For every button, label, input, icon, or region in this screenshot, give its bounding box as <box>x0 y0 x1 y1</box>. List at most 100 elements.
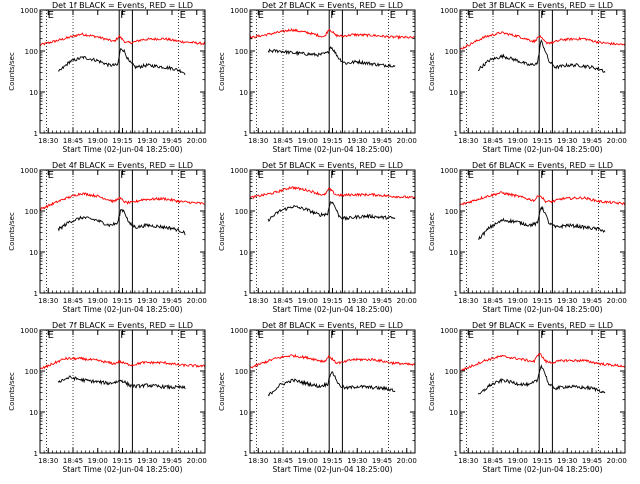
y-tick-label: 10 <box>449 89 458 97</box>
x-tick-label: 19:15 <box>532 137 552 145</box>
x-tick-label: 20:00 <box>607 297 627 305</box>
marker-label: E <box>180 330 186 341</box>
x-axis-label: Start Time (02-Jun-04 18:25:00) <box>63 305 183 314</box>
series-lld <box>459 31 626 50</box>
x-tick-label: 20:00 <box>397 137 417 145</box>
y-axis-label: Counts/sec <box>8 212 16 251</box>
y-axis-label: Counts/sec <box>218 212 226 251</box>
panel-title: Det 1f BLACK = Events, RED = LLD <box>52 1 193 10</box>
x-tick-label: 19:00 <box>88 457 108 465</box>
x-tick-label: 19:30 <box>347 457 367 465</box>
x-tick-label: 19:45 <box>372 457 392 465</box>
x-axis-label: Start Time (02-Jun-04 18:25:00) <box>63 145 183 154</box>
y-tick-label: 1 <box>34 290 38 298</box>
x-tick-label: 18:30 <box>458 297 478 305</box>
y-tick-label: 1000 <box>230 167 248 175</box>
marker-label: E <box>48 170 54 181</box>
x-tick-label: 19:00 <box>508 297 528 305</box>
y-tick-label: 1000 <box>230 7 248 15</box>
x-tick-label: 20:00 <box>607 457 627 465</box>
x-tick-label: 19:15 <box>322 297 342 305</box>
x-axis-label: Start Time (02-Jun-04 18:25:00) <box>273 145 393 154</box>
y-tick-label: 100 <box>25 368 38 376</box>
x-tick-label: 18:30 <box>248 137 268 145</box>
panel-title: Det 8f BLACK = Events, RED = LLD <box>262 321 403 330</box>
x-tick-label: 18:30 <box>38 297 58 305</box>
y-tick-label: 1 <box>454 130 458 138</box>
y-tick-label: 1000 <box>20 7 38 15</box>
x-tick-label: 19:45 <box>162 457 182 465</box>
series-events <box>57 208 186 236</box>
marker-label: E <box>468 170 474 181</box>
marker-label: F <box>120 170 126 181</box>
marker-label: F <box>330 170 336 181</box>
panel-title: Det 7f BLACK = Events, RED = LLD <box>52 321 193 330</box>
x-tick-label: 18:45 <box>63 297 83 305</box>
marker-label: E <box>258 330 264 341</box>
marker-label: E <box>258 10 264 21</box>
y-tick-label: 10 <box>239 249 248 257</box>
y-tick-label: 10 <box>29 409 38 417</box>
x-tick-label: 18:30 <box>38 137 58 145</box>
y-tick-label: 100 <box>25 48 38 56</box>
marker-label: F <box>540 10 546 21</box>
y-tick-label: 1000 <box>440 7 458 15</box>
x-tick-label: 19:30 <box>347 137 367 145</box>
y-axis-label: Counts/sec <box>218 372 226 411</box>
x-tick-label: 18:30 <box>38 457 58 465</box>
y-tick-label: 100 <box>235 368 248 376</box>
y-tick-label: 1 <box>244 130 248 138</box>
y-tick-label: 10 <box>239 409 248 417</box>
y-tick-label: 1 <box>454 450 458 458</box>
series-events <box>477 364 606 395</box>
x-tick-label: 19:30 <box>557 297 577 305</box>
marker-label: E <box>600 170 606 181</box>
x-tick-label: 18:45 <box>63 137 83 145</box>
marker-label: E <box>258 170 264 181</box>
x-tick-label: 18:45 <box>63 457 83 465</box>
y-tick-label: 1000 <box>440 167 458 175</box>
x-tick-label: 19:15 <box>322 457 342 465</box>
series-events <box>58 48 186 76</box>
series-lld <box>39 32 206 46</box>
marker-label: F <box>330 10 336 21</box>
y-axis-label: Counts/sec <box>218 52 226 91</box>
x-tick-label: 19:30 <box>137 137 157 145</box>
y-tick-label: 1000 <box>440 327 458 335</box>
x-tick-label: 19:00 <box>88 297 108 305</box>
marker-label: E <box>468 10 474 21</box>
x-tick-label: 18:45 <box>273 297 293 305</box>
marker-label: E <box>468 330 474 341</box>
x-tick-label: 19:00 <box>298 457 318 465</box>
y-axis-label: Counts/sec <box>8 52 16 91</box>
x-tick-label: 19:30 <box>137 297 157 305</box>
y-tick-label: 10 <box>29 249 38 257</box>
series-events <box>57 375 186 390</box>
x-tick-label: 20:00 <box>187 137 207 145</box>
plot-frame <box>249 9 416 134</box>
series-events <box>267 371 396 397</box>
x-axis-label: Start Time (02-Jun-04 18:25:00) <box>483 465 603 474</box>
x-tick-label: 19:30 <box>557 137 577 145</box>
y-tick-label: 100 <box>445 208 458 216</box>
series-lld <box>249 186 416 200</box>
x-axis-label: Start Time (02-Jun-04 18:25:00) <box>483 305 603 314</box>
y-tick-label: 1 <box>34 130 38 138</box>
series-lld <box>39 192 205 212</box>
panel-title: Det 5f BLACK = Events, RED = LLD <box>262 161 403 170</box>
x-axis-label: Start Time (02-Jun-04 18:25:00) <box>483 145 603 154</box>
series-lld <box>249 27 416 40</box>
y-axis-label: Counts/sec <box>428 372 436 411</box>
x-tick-label: 20:00 <box>397 457 417 465</box>
series-lld <box>459 191 626 206</box>
x-tick-label: 18:30 <box>458 137 478 145</box>
x-tick-label: 19:30 <box>137 457 157 465</box>
series-events <box>267 201 396 222</box>
y-tick-label: 10 <box>449 409 458 417</box>
marker-label: E <box>600 10 606 21</box>
series-lld <box>39 356 206 370</box>
